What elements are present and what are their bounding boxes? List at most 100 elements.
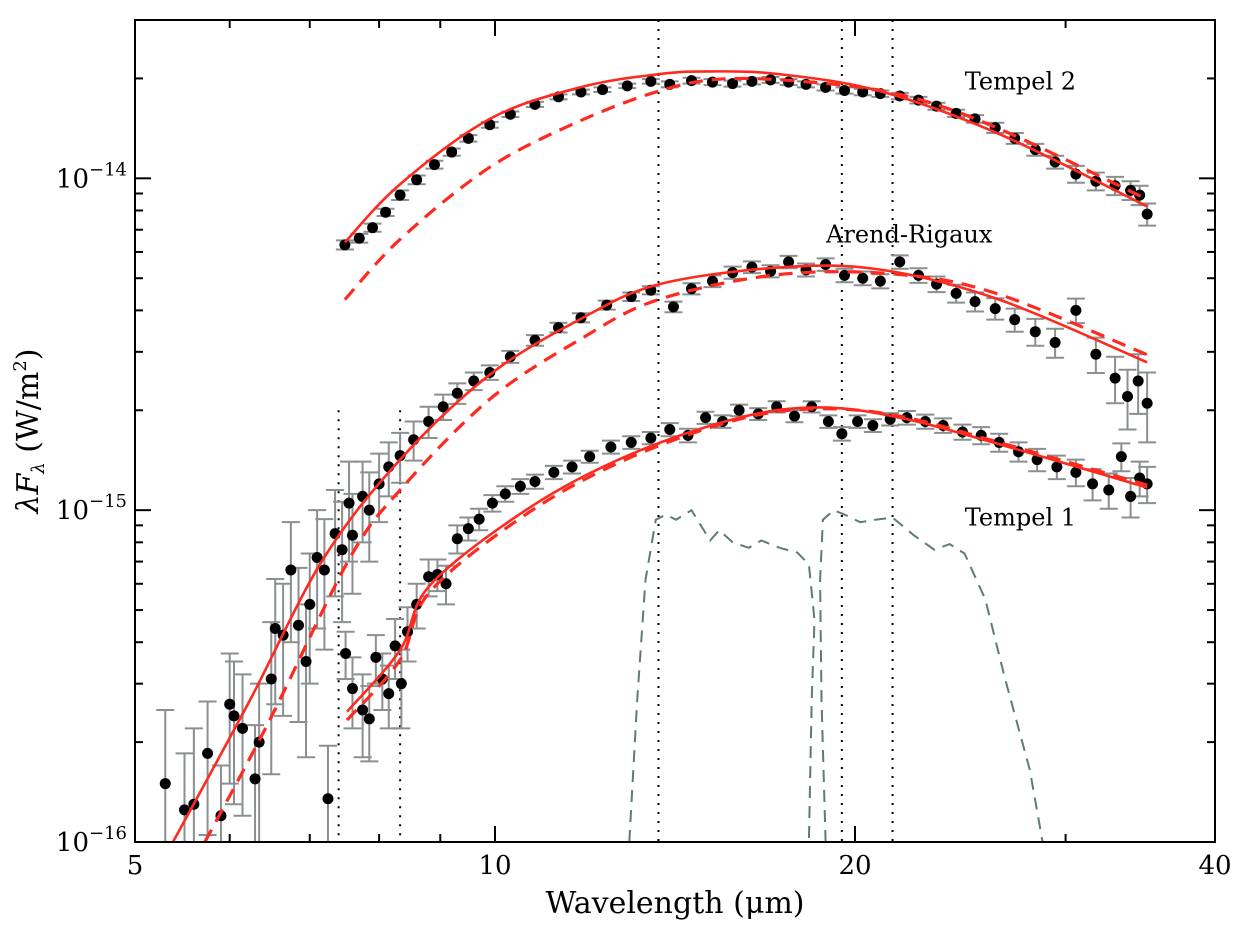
tempel-1-data-point <box>664 424 676 436</box>
tempel-1-data-point <box>1051 461 1063 473</box>
tempel-1-data-point <box>389 640 401 652</box>
tempel-1-data-point <box>566 461 578 473</box>
tempel-1-fit-solid <box>346 406 1148 713</box>
filter-1-curve <box>628 508 816 843</box>
arend-rigaux-data-point <box>237 722 249 734</box>
arend-rigaux-errorbar <box>266 578 285 706</box>
x-tick-label: 20 <box>838 851 871 881</box>
tempel-1-data-point <box>645 432 657 444</box>
arend-rigaux-data-point <box>667 301 679 313</box>
tempel-2-data-point <box>380 206 392 218</box>
tempel-1-data-point <box>473 513 485 525</box>
tempel-1-data-point <box>1115 451 1127 463</box>
tempel-1-data-point <box>1087 478 1099 490</box>
tempel-1-data-point <box>788 410 800 422</box>
tempel-1-data-point <box>733 404 745 416</box>
tempel-1-data-point <box>395 678 407 690</box>
tempel-1-data-point <box>822 416 834 428</box>
y-tick-exponent: −15 <box>89 491 127 512</box>
y-axis-label-unit: (W/m <box>11 372 46 463</box>
arend-rigaux-data-point <box>363 504 375 516</box>
tempel-1-data-point <box>548 466 560 478</box>
arend-rigaux-data-point <box>1009 314 1021 326</box>
arend-rigaux-data-point <box>1049 337 1061 349</box>
arend-rigaux-data-point <box>202 747 214 759</box>
fit-curves <box>171 70 1148 843</box>
tempel-1-data-point <box>1070 466 1082 478</box>
tempel-1-data-point <box>1103 484 1115 496</box>
arend-rigaux-data-point <box>451 387 463 399</box>
arend-rigaux-data-point <box>346 529 358 541</box>
filter-curves <box>628 508 1044 843</box>
tempel-1-data-point <box>363 713 375 725</box>
tempel-1-data-point <box>370 651 382 663</box>
axes <box>134 19 1216 843</box>
tempel-1-data-point <box>867 419 879 431</box>
tempel-1-data-point <box>383 688 395 700</box>
tempel-2-data-point <box>353 232 365 244</box>
tempel-1-data-point <box>700 412 712 424</box>
arend-rigaux-errorbar <box>262 621 281 776</box>
filter-2-curve <box>819 509 1044 843</box>
tempel-1-data-point <box>451 533 463 545</box>
tempel-1-data-point <box>486 497 498 509</box>
error-bars <box>156 75 1157 842</box>
arend-rigaux-data-point <box>1090 348 1102 360</box>
y-tick-exponent: −14 <box>89 159 127 180</box>
x-axis-label: Wavelength (μm) <box>546 886 805 921</box>
label-tempel-1: Tempel 1 <box>965 503 1076 531</box>
arend-rigaux-errorbar <box>281 521 300 644</box>
tempel-1-data-point <box>346 683 358 695</box>
y-axis-label-unit-close: ) <box>11 348 46 360</box>
y-axis-label: λFλ (W/m2) <box>10 348 49 514</box>
tempel-1-data-point <box>836 428 848 440</box>
arend-rigaux-data-point <box>423 416 435 428</box>
arend-rigaux-data-point <box>336 544 348 556</box>
arend-rigaux-data-point <box>1029 326 1041 338</box>
arend-rigaux-data-point <box>322 793 334 805</box>
arend-rigaux-data-point <box>285 564 297 576</box>
arend-rigaux-errorbar <box>184 727 203 842</box>
y-tick-base: 10 <box>56 828 89 858</box>
tempel-2-data-point <box>727 78 739 90</box>
tempel-1-data-point <box>852 416 864 428</box>
arend-rigaux-data-point <box>311 552 323 564</box>
arend-rigaux-errorbar <box>233 673 252 817</box>
tempel-1-data-point <box>462 523 474 535</box>
tempel-1-data-point <box>340 647 352 659</box>
arend-rigaux-data-point <box>224 698 236 710</box>
tempel-1-data-point <box>1125 490 1137 502</box>
y-tick-label: 10−14 <box>56 159 127 194</box>
arend-rigaux-data-point <box>228 710 240 722</box>
arend-rigaux-data-point <box>783 256 795 268</box>
annotations: Tempel 2 Arend-Rigaux Tempel 1 <box>825 68 1076 532</box>
arend-rigaux-data-point <box>857 272 869 284</box>
arend-rigaux-data-point <box>1132 375 1144 387</box>
tempel-1-data-point <box>625 436 637 448</box>
x-tick-label: 10 <box>478 851 511 881</box>
arend-rigaux-fit-dashed <box>203 270 1148 843</box>
arend-rigaux-data-point <box>484 366 496 378</box>
arend-rigaux-data-point <box>265 673 277 685</box>
y-tick-base: 10 <box>56 496 89 526</box>
tempel-2-fit-solid <box>343 70 1148 244</box>
y-tick-exponent: −16 <box>89 823 127 844</box>
label-arend-rigaux: Arend-Rigaux <box>825 221 993 249</box>
arend-rigaux-errorbar <box>315 518 334 651</box>
tempel-2-data-point <box>428 159 440 171</box>
arend-rigaux-data-point <box>1070 304 1082 316</box>
tempel-2-data-point <box>1141 208 1153 220</box>
arend-rigaux-data-point <box>300 655 312 667</box>
tempel-2-data-point <box>857 86 869 98</box>
tempel-2-data-point <box>484 119 496 131</box>
tempel-2-data-point <box>839 84 851 96</box>
arend-rigaux-data-point <box>437 401 449 413</box>
tempel-2-data-point <box>339 239 351 251</box>
y-tick-label: 10−15 <box>56 491 127 526</box>
y-tick-label: 10−16 <box>56 823 127 858</box>
tempel-1-fit-dashed <box>345 407 1148 722</box>
arend-rigaux-data-point <box>269 622 281 634</box>
plot-frame <box>134 19 1216 843</box>
tempel-1-data-point <box>423 571 435 583</box>
